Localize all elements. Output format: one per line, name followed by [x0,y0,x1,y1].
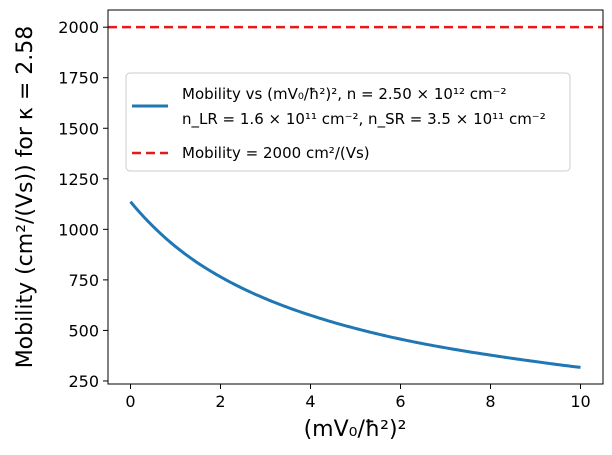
x-tick-label: 2 [215,392,225,411]
y-axis-ticks: 250 500 750 1000 1250 1500 1750 2000 [58,18,108,391]
legend-label-reference-line: Mobility = 2000 cm²/(Vs) [182,144,370,162]
y-tick-label: 250 [68,372,99,391]
x-tick-label: 6 [395,392,405,411]
y-tick-label: 750 [68,271,99,290]
y-tick-label: 1750 [58,69,99,88]
legend-label-mobility-curve: Mobility vs (mV₀/ħ²)², n = 2.50 × 10¹² c… [182,85,507,103]
y-tick-label: 1500 [58,119,99,138]
legend: Mobility vs (mV₀/ħ²)², n = 2.50 × 10¹² c… [125,72,571,172]
x-tick-label: 0 [125,392,135,411]
x-axis-ticks: 0 2 4 6 8 10 [125,384,591,411]
legend-box [125,72,571,172]
x-tick-label: 8 [485,392,495,411]
x-axis-label: (mV₀/ħ²)² [304,417,407,442]
plot-area [108,25,603,369]
y-tick-label: 1000 [58,220,99,239]
y-tick-label: 500 [68,321,99,340]
plot-frame [107,9,604,385]
y-axis-label: Mobility (cm²/(Vs)) for κ = 2.58 [13,26,38,369]
series-group [108,25,603,369]
y-tick-label: 2000 [58,18,99,37]
mobility-curve [129,200,581,369]
legend-label-mobility-curve-line2: n_LR = 1.6 × 10¹¹ cm⁻², n_SR = 3.5 × 10¹… [182,110,546,129]
x-tick-label: 4 [305,392,315,411]
y-tick-label: 1250 [58,170,99,189]
x-tick-label: 10 [570,392,590,411]
